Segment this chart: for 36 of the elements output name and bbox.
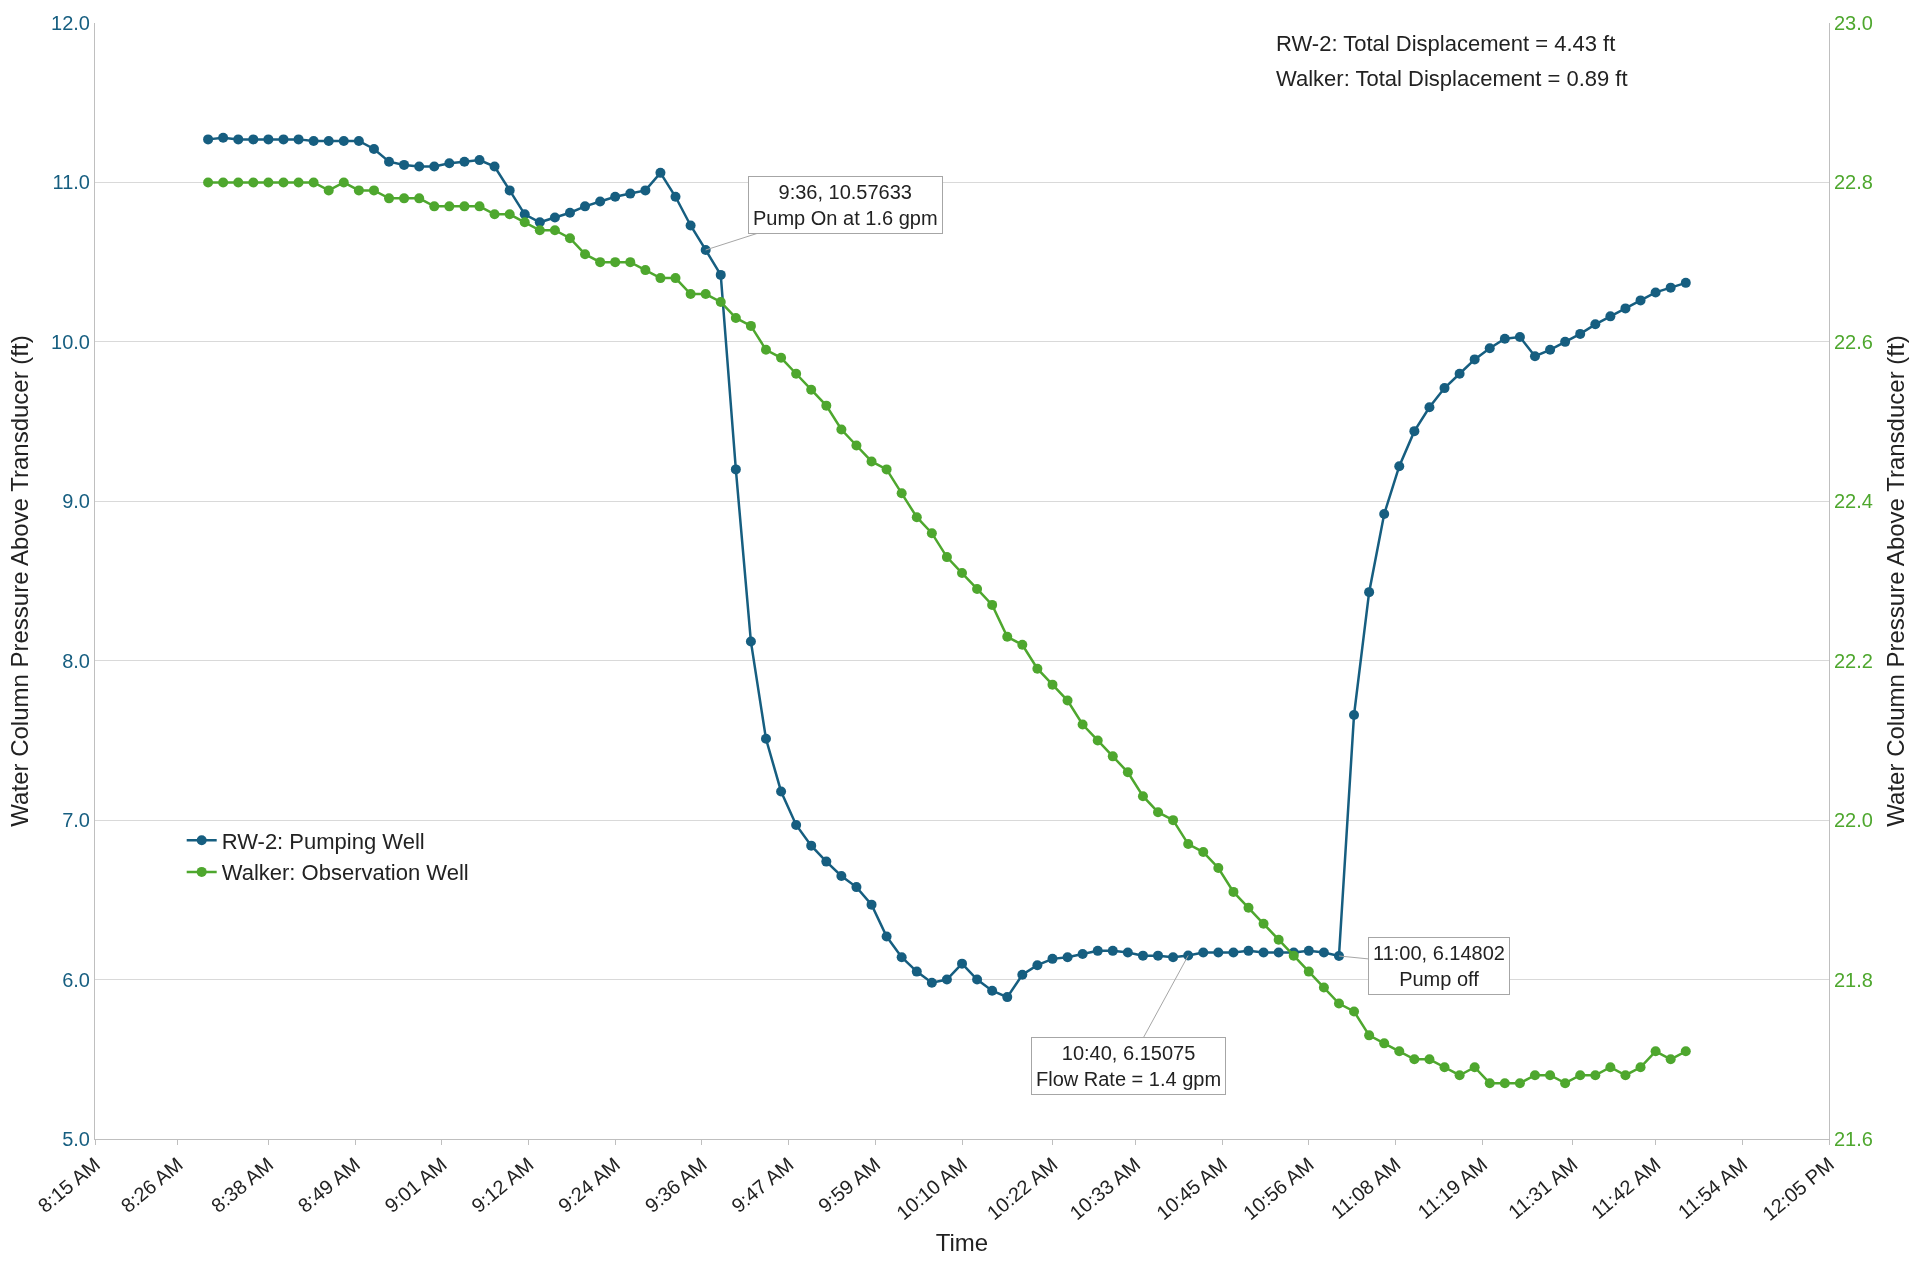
x-tick-label: 9:01 AM <box>380 1152 451 1217</box>
y-axis-title: Water Column Pressure Above Transducer (ft) <box>6 335 34 827</box>
y2-tick-label: 21.6 <box>1834 1128 1873 1150</box>
y2-tick-label: 22.8 <box>1834 171 1873 194</box>
y2-tick-label: 22.4 <box>1834 490 1873 513</box>
y-tick-label: 8.0 <box>62 649 90 672</box>
annotation: RW-2: Total Displacement = 4.43 ft <box>1276 31 1616 56</box>
y-tick-label: 12.0 <box>51 12 90 34</box>
x-tick-label: 9:24 AM <box>553 1152 625 1217</box>
y-tick-label: 7.0 <box>62 809 90 832</box>
y2-tick-label: 22.0 <box>1834 809 1873 832</box>
annotation: 11:00, 6.14802 Pump off <box>1373 942 1505 990</box>
y-tick-label: 11.0 <box>52 171 90 194</box>
x-tick-label: 9:59 AM <box>813 1152 885 1217</box>
y2-tick-label: 22.6 <box>1834 330 1873 353</box>
y2-tick-label: 21.8 <box>1834 968 1873 991</box>
x-tick-label: 9:47 AM <box>727 1152 798 1217</box>
y-tick-label: 6.0 <box>62 968 90 991</box>
legend-label: RW-2: Pumping Well <box>221 828 425 854</box>
annotation: 10:40, 6.15075 Flow Rate = 1.4 gpm <box>1036 1042 1222 1090</box>
annotation: 9:36, 10.57633 Pump On at 1.6 gpm <box>753 181 938 229</box>
x-tick-label: 9:36 AM <box>640 1152 711 1217</box>
y-tick-label: 9.0 <box>62 490 90 513</box>
x-tick-label: 8:15 AM <box>33 1152 104 1217</box>
x-tick-label: 8:26 AM <box>116 1152 187 1217</box>
x-tick-label: 9:12 AM <box>467 1152 538 1217</box>
y-tick-label: 5.0 <box>62 1128 90 1150</box>
y2-tick-label: 22.2 <box>1834 649 1873 672</box>
y-tick-label: 10.0 <box>51 330 90 353</box>
x-tick-label: 8:49 AM <box>293 1152 365 1217</box>
y2-tick-label: 23.0 <box>1834 12 1873 34</box>
x-axis-title: Time <box>935 1229 989 1257</box>
legend-label: Walker: Observation Well <box>221 860 469 886</box>
y2-axis-title: Water Column Pressure Above Transducer (ft) <box>1882 335 1910 827</box>
annotation: Walker: Total Displacement = 0.89 ft <box>1276 66 1628 91</box>
x-tick-label: 8:38 AM <box>207 1152 278 1217</box>
